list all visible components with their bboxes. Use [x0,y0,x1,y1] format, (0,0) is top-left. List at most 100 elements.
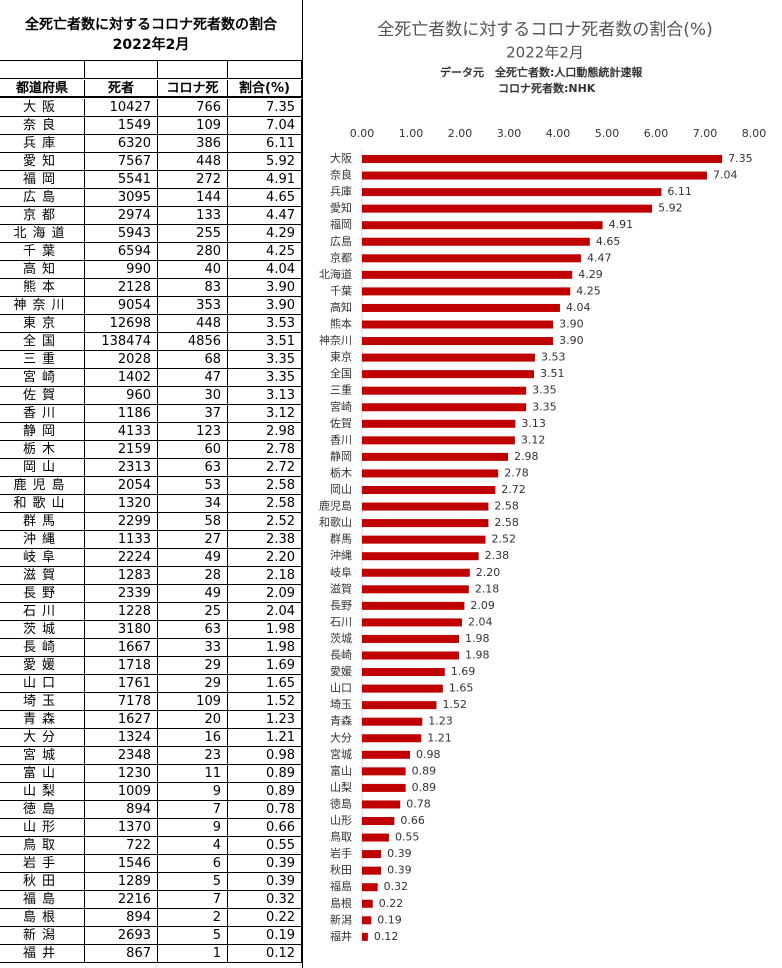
category-label: 鹿児島 [319,499,352,513]
row-label: 岡山 [0,459,85,477]
value-label: 1.23 [428,715,453,728]
bar [362,916,372,925]
category-label: 福島 [330,879,352,893]
table-cell: 2224 [85,549,158,567]
category-label: 大阪 [330,151,352,165]
category-label: 長野 [330,599,352,612]
value-label: 5.92 [658,202,683,215]
value-label: 1.98 [465,649,490,662]
table-cell: 11 [158,765,228,783]
value-label: 1.98 [465,632,490,645]
table-subtitle: 2022年2月 [112,37,190,53]
bar [362,585,469,594]
row-label: 京都 [0,207,85,225]
table-cell: 9 [158,783,228,801]
table-cell: 1.69 [228,657,302,675]
table-cell: 1320 [85,495,158,513]
table-cell: 5541 [85,171,158,189]
category-label: 香川 [330,433,352,446]
table-cell: 4.65 [228,189,302,207]
bar [362,419,516,428]
table-cell: 3.35 [228,369,302,387]
category-label: 東京 [330,350,352,364]
table-cell: 2054 [85,477,158,495]
table-cell: 5 [158,873,228,891]
category-label: 青森 [330,714,352,728]
table-cell: 144 [158,189,228,207]
row-label: 群馬 [0,513,85,531]
table-cell: 29 [158,675,228,693]
value-label: 4.25 [576,284,601,297]
value-label: 2.04 [468,615,493,628]
bar [362,601,465,610]
row-label: 宮崎 [0,369,85,387]
category-label: 富山 [330,763,352,777]
value-label: 2.58 [494,516,519,529]
table-cell: 4.04 [228,261,302,279]
bar [362,370,534,379]
table-cell: 960 [85,387,158,405]
x-tick-label: 6.00 [644,127,669,140]
value-label: 0.78 [406,797,431,810]
table-cell: 2.09 [228,585,302,603]
category-label: 兵庫 [330,184,352,198]
bar [362,767,406,776]
category-label: 高知 [330,300,352,314]
source-note: コロナ死者数:NHK [498,81,596,95]
table-cell: 386 [158,135,228,153]
value-label: 0.89 [412,781,437,794]
category-label: 三重 [330,383,352,397]
table-cell: 0.19 [228,927,302,945]
value-label: 3.35 [532,400,557,413]
row-label: 新潟 [0,927,85,945]
table-cell: 272 [158,171,228,189]
chart: 全死亡者数に対するコロナ死者数の割合(%) 2022年2月 データ元 全死亡者数… [319,20,766,945]
table-cell: 37 [158,405,228,423]
value-label: 2.72 [501,483,526,496]
table-cell: 58 [158,513,228,531]
bar [362,701,437,710]
x-tick-label: 3.00 [497,127,522,140]
bar [362,883,378,892]
table-cell: 0.55 [228,837,302,855]
table-cell: 990 [85,261,158,279]
value-label: 2.18 [475,582,500,595]
bar [362,287,571,296]
table-cell: 1009 [85,783,158,801]
table-cell: 27 [158,531,228,549]
row-label: 和歌山 [0,495,85,513]
value-label: 0.89 [412,764,437,777]
table-title: 全死亡者数に対するコロナ死者数の割合 [25,17,277,33]
table-cell: 68 [158,351,228,369]
bar [362,817,395,825]
value-label: 2.38 [485,549,510,562]
value-label: 0.39 [387,847,412,860]
table-cell: 1761 [85,675,158,693]
category-label: 奈良 [330,168,352,182]
row-label: 大分 [0,729,85,747]
category-label: 沖縄 [330,548,352,562]
data-table: 全死亡者数に対するコロナ死者数の割合 2022年2月 都道府県 死者 コロナ死 割合(… [0,0,303,968]
value-label: 3.13 [521,417,546,430]
table-cell: 49 [158,549,228,567]
table-cell: 6 [158,855,228,873]
row-label: 岩手 [0,855,85,873]
category-label: 秋田 [330,863,352,877]
table-cell: 9 [158,819,228,837]
table-cell: 1370 [85,819,158,837]
table-cell: 0.78 [228,801,302,819]
value-label: 3.35 [532,384,557,397]
table-cell: 4.91 [228,171,302,189]
table-cell: 894 [85,801,158,819]
row-label: 奈良 [0,117,85,135]
table-cell: 2216 [85,891,158,909]
table-cell: 0.98 [228,747,302,765]
value-label: 4.47 [587,251,612,264]
value-label: 3.53 [541,351,566,364]
bar [362,850,382,859]
bar [362,535,486,544]
empty-cell [0,61,85,79]
row-label: 静岡 [0,423,85,441]
value-label: 0.12 [374,930,399,943]
table-cell: 0.12 [228,945,302,963]
